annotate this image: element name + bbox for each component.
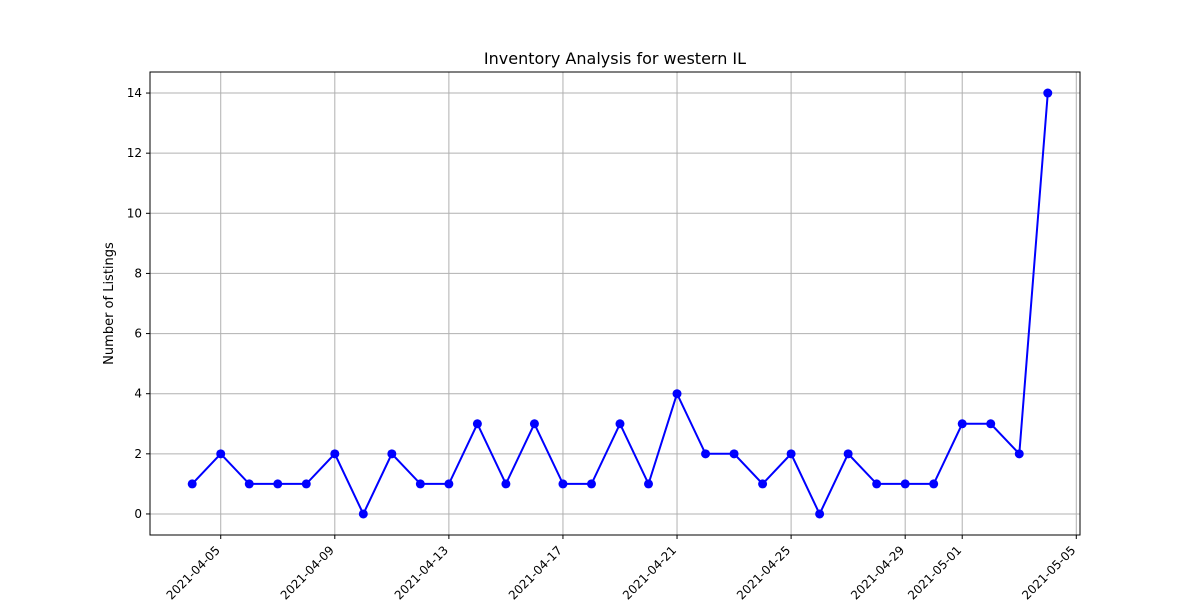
data-point bbox=[815, 509, 825, 519]
data-point bbox=[986, 419, 996, 429]
data-point bbox=[615, 419, 625, 429]
data-point bbox=[444, 479, 454, 489]
y-tick-label: 12 bbox=[127, 146, 142, 160]
x-tick-label: 2021-04-09 bbox=[278, 543, 337, 600]
data-point bbox=[758, 479, 768, 489]
y-tick-label: 4 bbox=[134, 387, 142, 401]
x-tick-label: 2021-04-05 bbox=[164, 543, 223, 600]
series-line bbox=[191, 92, 1049, 517]
data-point bbox=[244, 479, 254, 489]
chart-title: Inventory Analysis for western IL bbox=[484, 49, 746, 68]
data-point bbox=[1014, 449, 1024, 459]
y-tick-label: 0 bbox=[134, 507, 142, 521]
x-tick-label: 2021-04-13 bbox=[392, 543, 451, 600]
data-point bbox=[586, 479, 596, 489]
data-point bbox=[301, 479, 311, 489]
data-point bbox=[472, 419, 482, 429]
x-tick-label: 2021-05-01 bbox=[905, 543, 964, 600]
data-point bbox=[415, 479, 425, 489]
data-point bbox=[957, 419, 967, 429]
data-point bbox=[672, 389, 682, 399]
data-point bbox=[501, 479, 511, 489]
data-point bbox=[1043, 88, 1053, 98]
plot-area bbox=[149, 71, 1081, 536]
data-point bbox=[387, 449, 397, 459]
data-point bbox=[900, 479, 910, 489]
y-tick-label: 14 bbox=[127, 86, 142, 100]
data-point bbox=[330, 449, 340, 459]
series-points-group bbox=[187, 88, 1053, 519]
data-point bbox=[187, 479, 197, 489]
x-tick-label: 2021-04-25 bbox=[734, 543, 793, 600]
x-tick-label: 2021-04-17 bbox=[506, 543, 565, 600]
x-tick-label: 2021-04-21 bbox=[620, 543, 679, 600]
x-tick-label: 2021-05-05 bbox=[1019, 543, 1078, 600]
data-point bbox=[273, 479, 283, 489]
y-tick-label: 6 bbox=[134, 327, 142, 341]
x-tick-label: 2021-04-29 bbox=[848, 543, 907, 600]
grid bbox=[150, 72, 1080, 535]
data-point bbox=[929, 479, 939, 489]
data-point bbox=[872, 479, 882, 489]
y-axis: 0 2 4 6 8 10 12 14 bbox=[127, 86, 150, 521]
y-tick-label: 2 bbox=[134, 447, 142, 461]
y-tick-label: 8 bbox=[134, 266, 142, 280]
data-point bbox=[729, 449, 739, 459]
data-point bbox=[843, 449, 853, 459]
data-point bbox=[216, 449, 226, 459]
data-point bbox=[644, 479, 654, 489]
x-axis: 2021-04-05 2021-04-09 2021-04-13 2021-04-17… bbox=[164, 535, 1078, 602]
data-point bbox=[358, 509, 368, 519]
data-point bbox=[558, 479, 568, 489]
y-tick-label: 10 bbox=[127, 206, 142, 220]
y-axis-label: Number of Listings bbox=[102, 242, 117, 365]
series-line-group bbox=[191, 92, 1049, 517]
data-point bbox=[701, 449, 711, 459]
data-point bbox=[529, 419, 539, 429]
data-point bbox=[786, 449, 796, 459]
